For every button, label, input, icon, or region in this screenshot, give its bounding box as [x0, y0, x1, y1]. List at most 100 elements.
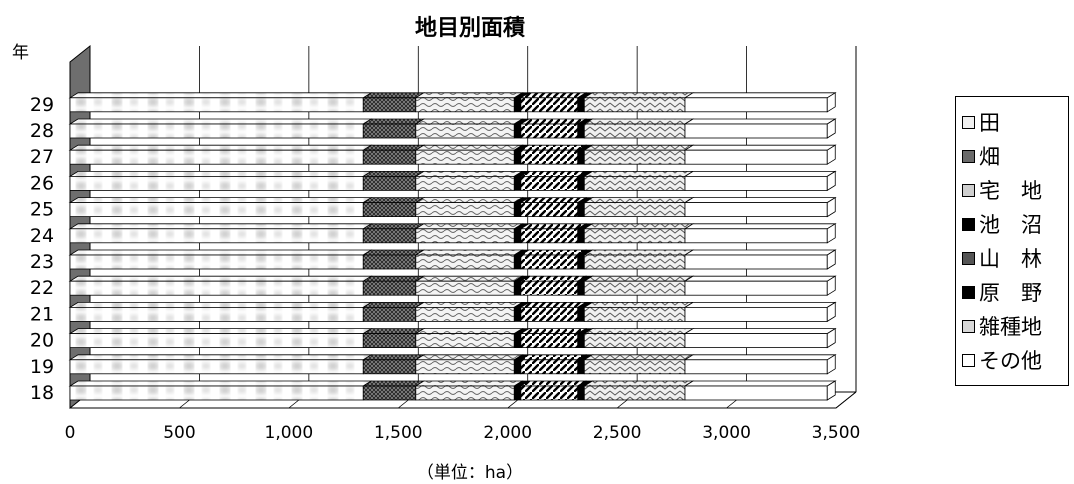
bar-segment [684, 123, 828, 139]
bar-segment [362, 385, 417, 401]
bar-top-face [519, 328, 588, 334]
bar-segment [362, 123, 417, 139]
y-tick-label: 26 [30, 172, 54, 194]
bar-segment [362, 254, 417, 270]
bar-segment [415, 385, 515, 401]
bar-segment [583, 333, 686, 349]
floor-tick-line [835, 391, 857, 409]
bar-segment [577, 280, 585, 296]
bar-top-face [68, 171, 373, 177]
bar-segment [513, 202, 522, 218]
bar-segment [415, 175, 515, 191]
bar-top-face [414, 302, 524, 308]
bar-segment [362, 280, 417, 296]
bar-segment [520, 149, 579, 165]
x-tick-label: 2,000 [483, 423, 532, 443]
bar-end-face [826, 118, 836, 139]
bar-top-face [519, 118, 588, 125]
bar-segment [362, 97, 417, 113]
y-tick-label: 25 [30, 199, 54, 221]
bar-segment [684, 254, 828, 270]
y-tick-label: 18 [30, 382, 54, 404]
bar-segment [577, 175, 585, 191]
bar-segment [513, 123, 522, 139]
bar-segment [520, 97, 579, 113]
bar-segment [684, 280, 828, 296]
bar-segment [513, 385, 522, 401]
chart-title: 地目別面積 [414, 16, 525, 41]
bar-segment [684, 149, 828, 165]
bar-top-face [519, 223, 588, 230]
bar-top-face [582, 275, 695, 282]
bar-end-face [826, 301, 836, 323]
bar-segment [415, 97, 515, 113]
bar-segment [583, 202, 686, 218]
bar-top-face [683, 171, 837, 177]
bar-top-face [414, 118, 524, 125]
bar-segment [69, 228, 364, 244]
bar-end-face [826, 249, 836, 270]
bar-top-face [68, 223, 373, 230]
y-tick-label: 23 [30, 251, 54, 273]
bar-top-face [582, 380, 695, 387]
bar-segment [513, 149, 522, 165]
legend-item: 畑 [962, 139, 1068, 173]
bar-top-face [519, 354, 588, 361]
bar-segment [583, 228, 686, 244]
bar-segment [583, 359, 686, 375]
bar-segment [415, 123, 515, 139]
legend-item: 山 林 [962, 241, 1068, 275]
bar-top-face [361, 249, 426, 256]
bar-top-face [519, 92, 588, 99]
bar-top-face [361, 302, 426, 308]
bar-end-face [826, 275, 836, 296]
bar-top-face [68, 197, 373, 203]
legend-item: その他 [962, 343, 1068, 377]
bar-segment [415, 149, 515, 165]
x-tick-label: 1,000 [265, 423, 314, 443]
bar-segment [520, 385, 579, 401]
bar-segment [362, 359, 417, 375]
bar-segment [577, 254, 585, 270]
bar-segment [583, 254, 686, 270]
bar-segment [362, 306, 417, 322]
legend-swatch-icon [962, 285, 975, 299]
bar-segment [577, 123, 585, 139]
x-tick-label: 3,000 [702, 423, 751, 443]
y-tick-label: 27 [30, 146, 54, 168]
bar-top-face [414, 354, 524, 361]
bar-segment [684, 97, 828, 113]
legend-label: その他 [979, 349, 1042, 373]
bar-segment [583, 385, 686, 401]
bar-top-face [361, 92, 426, 99]
y-tick-label: 21 [30, 303, 54, 325]
bar-top-face [683, 223, 837, 230]
bar-end-face [826, 170, 836, 192]
x-tick-label: 2,500 [593, 423, 642, 443]
legend-item: 宅 地 [962, 173, 1068, 207]
bar-segment [415, 306, 515, 322]
bar-top-face [519, 144, 588, 151]
x-tick-label: 3,500 [812, 423, 861, 443]
bar-top-face [414, 144, 524, 151]
y-tick-label: 19 [30, 356, 54, 378]
bar-segment [577, 149, 585, 165]
bar-top-face [683, 328, 837, 334]
bar-top-face [68, 144, 373, 151]
legend-item: 雑種地 [962, 309, 1068, 343]
bar-segment [583, 97, 686, 113]
bar-segment [577, 97, 585, 113]
bar-segment [69, 306, 364, 322]
bar-segment [362, 228, 417, 244]
bar-top-face [582, 354, 695, 361]
bar-segment [583, 306, 686, 322]
bar-top-face [519, 197, 588, 203]
bar-segment [513, 359, 522, 375]
bar-segment [362, 175, 417, 191]
bar-segment [684, 228, 828, 244]
bar-segment [69, 359, 364, 375]
bar-top-face [582, 197, 695, 203]
bar-top-face [361, 118, 426, 125]
bar-top-face [414, 275, 524, 282]
bar-segment [362, 333, 417, 349]
